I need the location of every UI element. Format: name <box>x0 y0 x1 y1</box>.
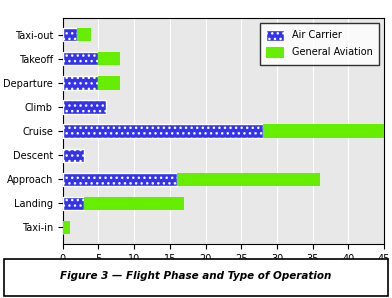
Bar <box>63 76 98 90</box>
Bar <box>263 125 384 138</box>
Legend: Air Carrier, General Aviation: Air Carrier, General Aviation <box>260 23 379 65</box>
Text: Figure 3 — Flight Phase and Type of Operation: Figure 3 — Flight Phase and Type of Oper… <box>60 271 332 281</box>
Bar <box>98 76 120 90</box>
Bar <box>63 173 177 186</box>
Bar <box>77 28 91 41</box>
Bar <box>63 221 70 234</box>
X-axis label: Number of Citations from 128 Total Incidents: Number of Citations from 128 Total Incid… <box>100 270 347 280</box>
Bar <box>63 100 105 114</box>
Bar <box>63 28 77 41</box>
Bar <box>63 197 84 210</box>
Bar <box>84 197 184 210</box>
Bar <box>63 125 263 138</box>
Bar <box>177 173 320 186</box>
Bar <box>98 52 120 66</box>
Bar <box>63 149 84 162</box>
Bar <box>63 52 98 66</box>
FancyBboxPatch shape <box>4 259 388 296</box>
